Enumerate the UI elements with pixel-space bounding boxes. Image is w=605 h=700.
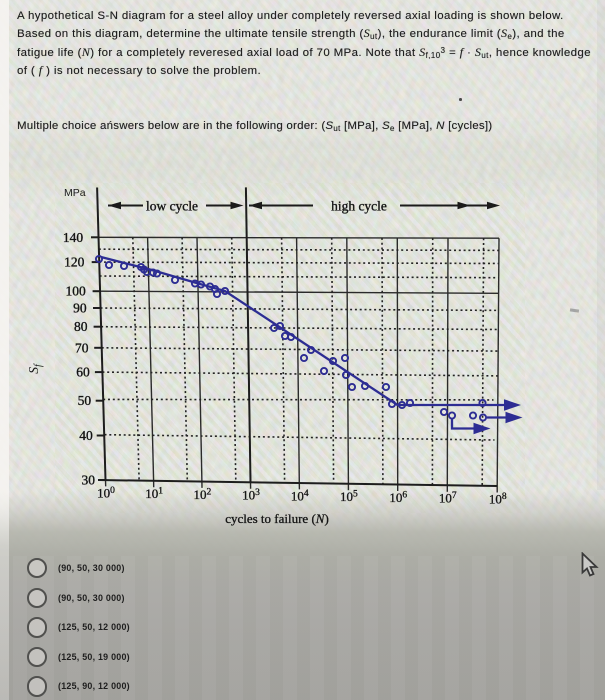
- svg-text:80: 80: [74, 319, 88, 334]
- svg-text:60: 60: [76, 365, 90, 380]
- svg-text:108: 108: [489, 492, 507, 507]
- svg-text:30: 30: [82, 473, 96, 488]
- svg-text:140: 140: [63, 230, 84, 245]
- svg-text:MPa: MPa: [64, 187, 86, 199]
- svg-text:Sf: Sf: [26, 363, 44, 374]
- svg-text:70: 70: [75, 340, 89, 355]
- svg-text:104: 104: [291, 489, 309, 504]
- svg-text:105: 105: [340, 489, 358, 504]
- svg-text:high cycle: high cycle: [331, 199, 387, 214]
- svg-text:cycles to failure (N): cycles to failure (N): [225, 511, 329, 526]
- svg-text:107: 107: [439, 491, 457, 506]
- svg-text:90: 90: [73, 301, 87, 316]
- svg-text:106: 106: [389, 490, 407, 505]
- svg-text:40: 40: [79, 428, 93, 443]
- svg-text:120: 120: [64, 255, 85, 270]
- svg-text:100: 100: [97, 486, 115, 501]
- svg-text:low cycle: low cycle: [146, 199, 198, 214]
- svg-text:103: 103: [242, 488, 260, 503]
- svg-text:102: 102: [194, 487, 212, 502]
- svg-text:101: 101: [145, 486, 163, 501]
- svg-text:50: 50: [78, 393, 92, 408]
- svg-text:100: 100: [66, 284, 87, 299]
